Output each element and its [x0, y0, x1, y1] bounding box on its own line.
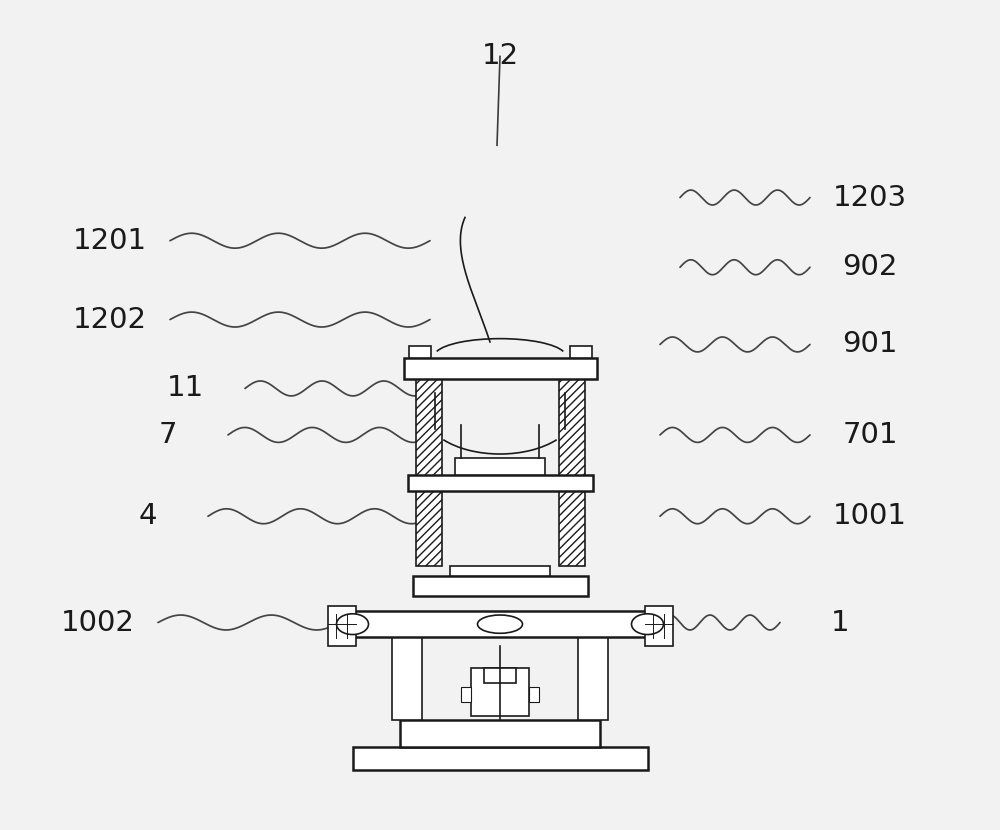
Text: 1001: 1001 [833, 502, 907, 530]
Bar [409, 346, 431, 358]
Bar [455, 458, 545, 475]
Bar [558, 379, 584, 566]
Text: 1202: 1202 [73, 305, 147, 334]
Ellipse shape [478, 615, 522, 633]
Text: 1203: 1203 [833, 183, 907, 212]
Bar [416, 379, 442, 566]
Bar [332, 611, 668, 637]
Text: 1201: 1201 [73, 227, 147, 255]
Text: 4: 4 [139, 502, 157, 530]
Text: 1002: 1002 [61, 608, 135, 637]
Ellipse shape [632, 614, 664, 634]
Ellipse shape [336, 614, 368, 634]
Text: 11: 11 [166, 374, 204, 403]
Text: 7: 7 [159, 421, 177, 449]
Text: 12: 12 [481, 42, 519, 71]
Bar [450, 566, 550, 576]
Bar [328, 606, 356, 646]
Bar [413, 576, 588, 596]
Bar [644, 606, 672, 646]
Text: 701: 701 [842, 421, 898, 449]
Bar [408, 475, 592, 491]
Bar [353, 747, 648, 770]
Text: 901: 901 [842, 330, 898, 359]
Bar [529, 687, 539, 702]
Bar [484, 668, 516, 683]
Bar [471, 668, 529, 716]
Text: 902: 902 [842, 253, 898, 281]
Bar [570, 346, 592, 358]
Text: 1: 1 [831, 608, 849, 637]
Bar [392, 637, 422, 720]
Bar [400, 720, 600, 747]
Bar [461, 687, 471, 702]
Bar [578, 637, 608, 720]
Bar [404, 358, 596, 379]
